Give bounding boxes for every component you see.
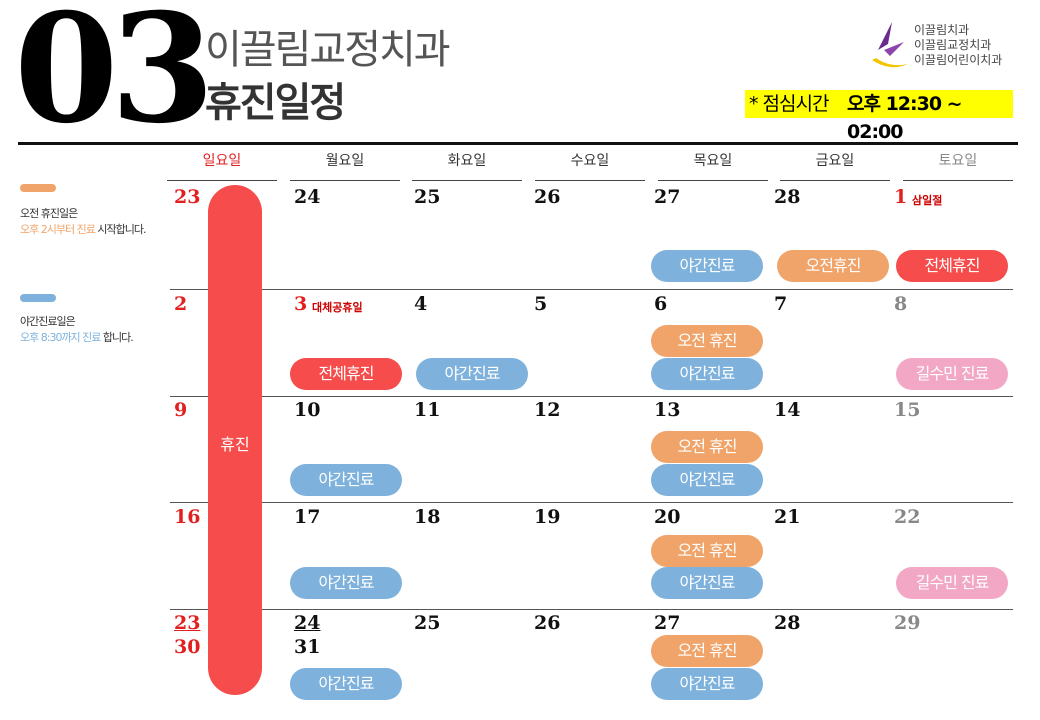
header-divider: [18, 142, 1018, 145]
weekday-underline: [535, 180, 645, 181]
date-cell: 28: [774, 186, 801, 208]
weekday-fri: 금요일: [815, 153, 855, 169]
holiday-note: 삼일절: [912, 194, 943, 207]
week-divider: [170, 609, 1013, 610]
weekday-underline: [412, 180, 522, 181]
legend-morning: 오전 휴진일은 오후 2시부터 진료 시작합니다.: [20, 206, 146, 238]
event-night-clinic: 야간진료: [290, 464, 402, 496]
date-cell: 7: [774, 293, 788, 315]
event-night-clinic: 야간진료: [416, 358, 528, 390]
date-cell: 20: [654, 506, 681, 528]
date-cell: 25: [414, 186, 441, 208]
event-full-off: 전체휴진: [290, 358, 402, 390]
date-cell: 27: [654, 612, 681, 634]
event-morning-off: 오전휴진: [777, 250, 889, 282]
sunday-closed-bar: 휴진: [208, 185, 262, 695]
legend-night: 야간진료일은 오후 8:30까지 진료 합니다.: [20, 314, 134, 346]
date-cell: 24: [294, 612, 321, 634]
week-divider: [170, 396, 1013, 397]
holiday-note: 대체공휴일: [312, 301, 363, 314]
legend-night-suffix: 합니다.: [100, 331, 134, 344]
event-full-off: 전체휴진: [896, 250, 1008, 282]
event-night-clinic: 야간진료: [290, 668, 402, 700]
date-cell: 14: [774, 399, 801, 421]
week-divider: [170, 289, 1013, 290]
month-number: 03: [14, 0, 215, 157]
week-divider: [170, 502, 1013, 503]
date-cell: 1: [894, 186, 908, 208]
date-cell: 24: [294, 186, 321, 208]
event-night-clinic: 야간진료: [651, 668, 763, 700]
weekday-underline: [658, 180, 768, 181]
date-cell: 15: [894, 399, 921, 421]
weekday-mon: 월요일: [325, 153, 365, 169]
legend-morning-swatch: [20, 184, 56, 192]
event-doctor: 길수민 진료: [896, 358, 1008, 390]
weekday-sun: 일요일: [202, 153, 242, 169]
event-night-clinic: 야간진료: [290, 567, 402, 599]
event-night-clinic: 야간진료: [651, 358, 763, 390]
date-cell: 25: [414, 612, 441, 634]
date-cell: 12: [534, 399, 561, 421]
lunch-label: * 점심시간: [749, 93, 829, 115]
logo-line: 이끌림치과: [914, 23, 970, 37]
date-cell: 17: [294, 506, 321, 528]
date-cell: 13: [654, 399, 681, 421]
date-cell: 9: [174, 399, 188, 421]
event-morning-off: 오전 휴진: [651, 325, 763, 357]
legend-morning-highlight: 오후 2시부터 진료: [20, 223, 96, 236]
sunday-closed-label: 휴진: [220, 435, 250, 454]
date-cell: 3: [294, 293, 308, 315]
weekday-tue: 화요일: [447, 153, 487, 169]
date-cell: 26: [534, 186, 561, 208]
weekday-underline: [780, 180, 890, 181]
date-cell: 5: [534, 293, 548, 315]
date-cell: 16: [174, 506, 201, 528]
weekday-underline: [903, 180, 1013, 181]
legend-night-highlight: 오후 8:30까지 진료: [20, 331, 101, 344]
date-cell: 26: [534, 612, 561, 634]
page-title: 휴진일정: [205, 80, 346, 126]
date-cell: 21: [774, 506, 801, 528]
date-cell: 11: [414, 399, 441, 421]
event-morning-off: 오전 휴진: [651, 635, 763, 667]
event-morning-off: 오전 휴진: [651, 431, 763, 463]
lunch-time-banner: * 점심시간 오후 12:30 ~ 02:00: [745, 90, 1013, 143]
date-cell: 19: [534, 506, 561, 528]
date-cell: 28: [774, 612, 801, 634]
date-cell: 27: [654, 186, 681, 208]
legend-morning-title: 오전 휴진일은: [20, 207, 78, 220]
date-cell: 8: [894, 293, 908, 315]
event-night-clinic: 야간진료: [651, 250, 763, 282]
date-cell: 6: [654, 293, 668, 315]
lunch-time: 오후 12:30 ~ 02:00: [847, 93, 963, 143]
event-night-clinic: 야간진료: [651, 567, 763, 599]
date-cell: 22: [894, 506, 921, 528]
date-cell: 31: [294, 636, 321, 658]
event-morning-off: 오전 휴진: [651, 535, 763, 567]
weekday-sat: 토요일: [938, 153, 978, 169]
date-cell: 2: [174, 293, 188, 315]
date-cell: 29: [894, 612, 921, 634]
date-cell: 18: [414, 506, 441, 528]
date-cell: 30: [174, 636, 201, 658]
logo-line: 이끌림교정치과: [914, 38, 992, 52]
date-cell: 23: [174, 612, 201, 634]
logo-text: 이끌림치과 이끌림교정치과 이끌림어린이치과: [914, 23, 1002, 68]
event-doctor: 길수민 진료: [896, 567, 1008, 599]
weekday-underline: [290, 180, 400, 181]
weekday-underline: [167, 180, 277, 181]
event-night-clinic: 야간진료: [651, 464, 763, 496]
legend-night-title: 야간진료일은: [20, 315, 76, 328]
weekday-wed: 수요일: [570, 153, 610, 169]
legend-night-swatch: [20, 294, 56, 302]
date-cell: 23: [174, 186, 201, 208]
date-cell: 10: [294, 399, 321, 421]
date-cell: 4: [414, 293, 428, 315]
weekday-thu: 목요일: [693, 153, 733, 169]
clinic-logo-icon: [872, 22, 908, 68]
legend-morning-suffix: 시작합니다.: [94, 223, 146, 236]
logo-line: 이끌림어린이치과: [914, 53, 1003, 67]
clinic-name: 이끌림교정치과: [205, 27, 451, 73]
